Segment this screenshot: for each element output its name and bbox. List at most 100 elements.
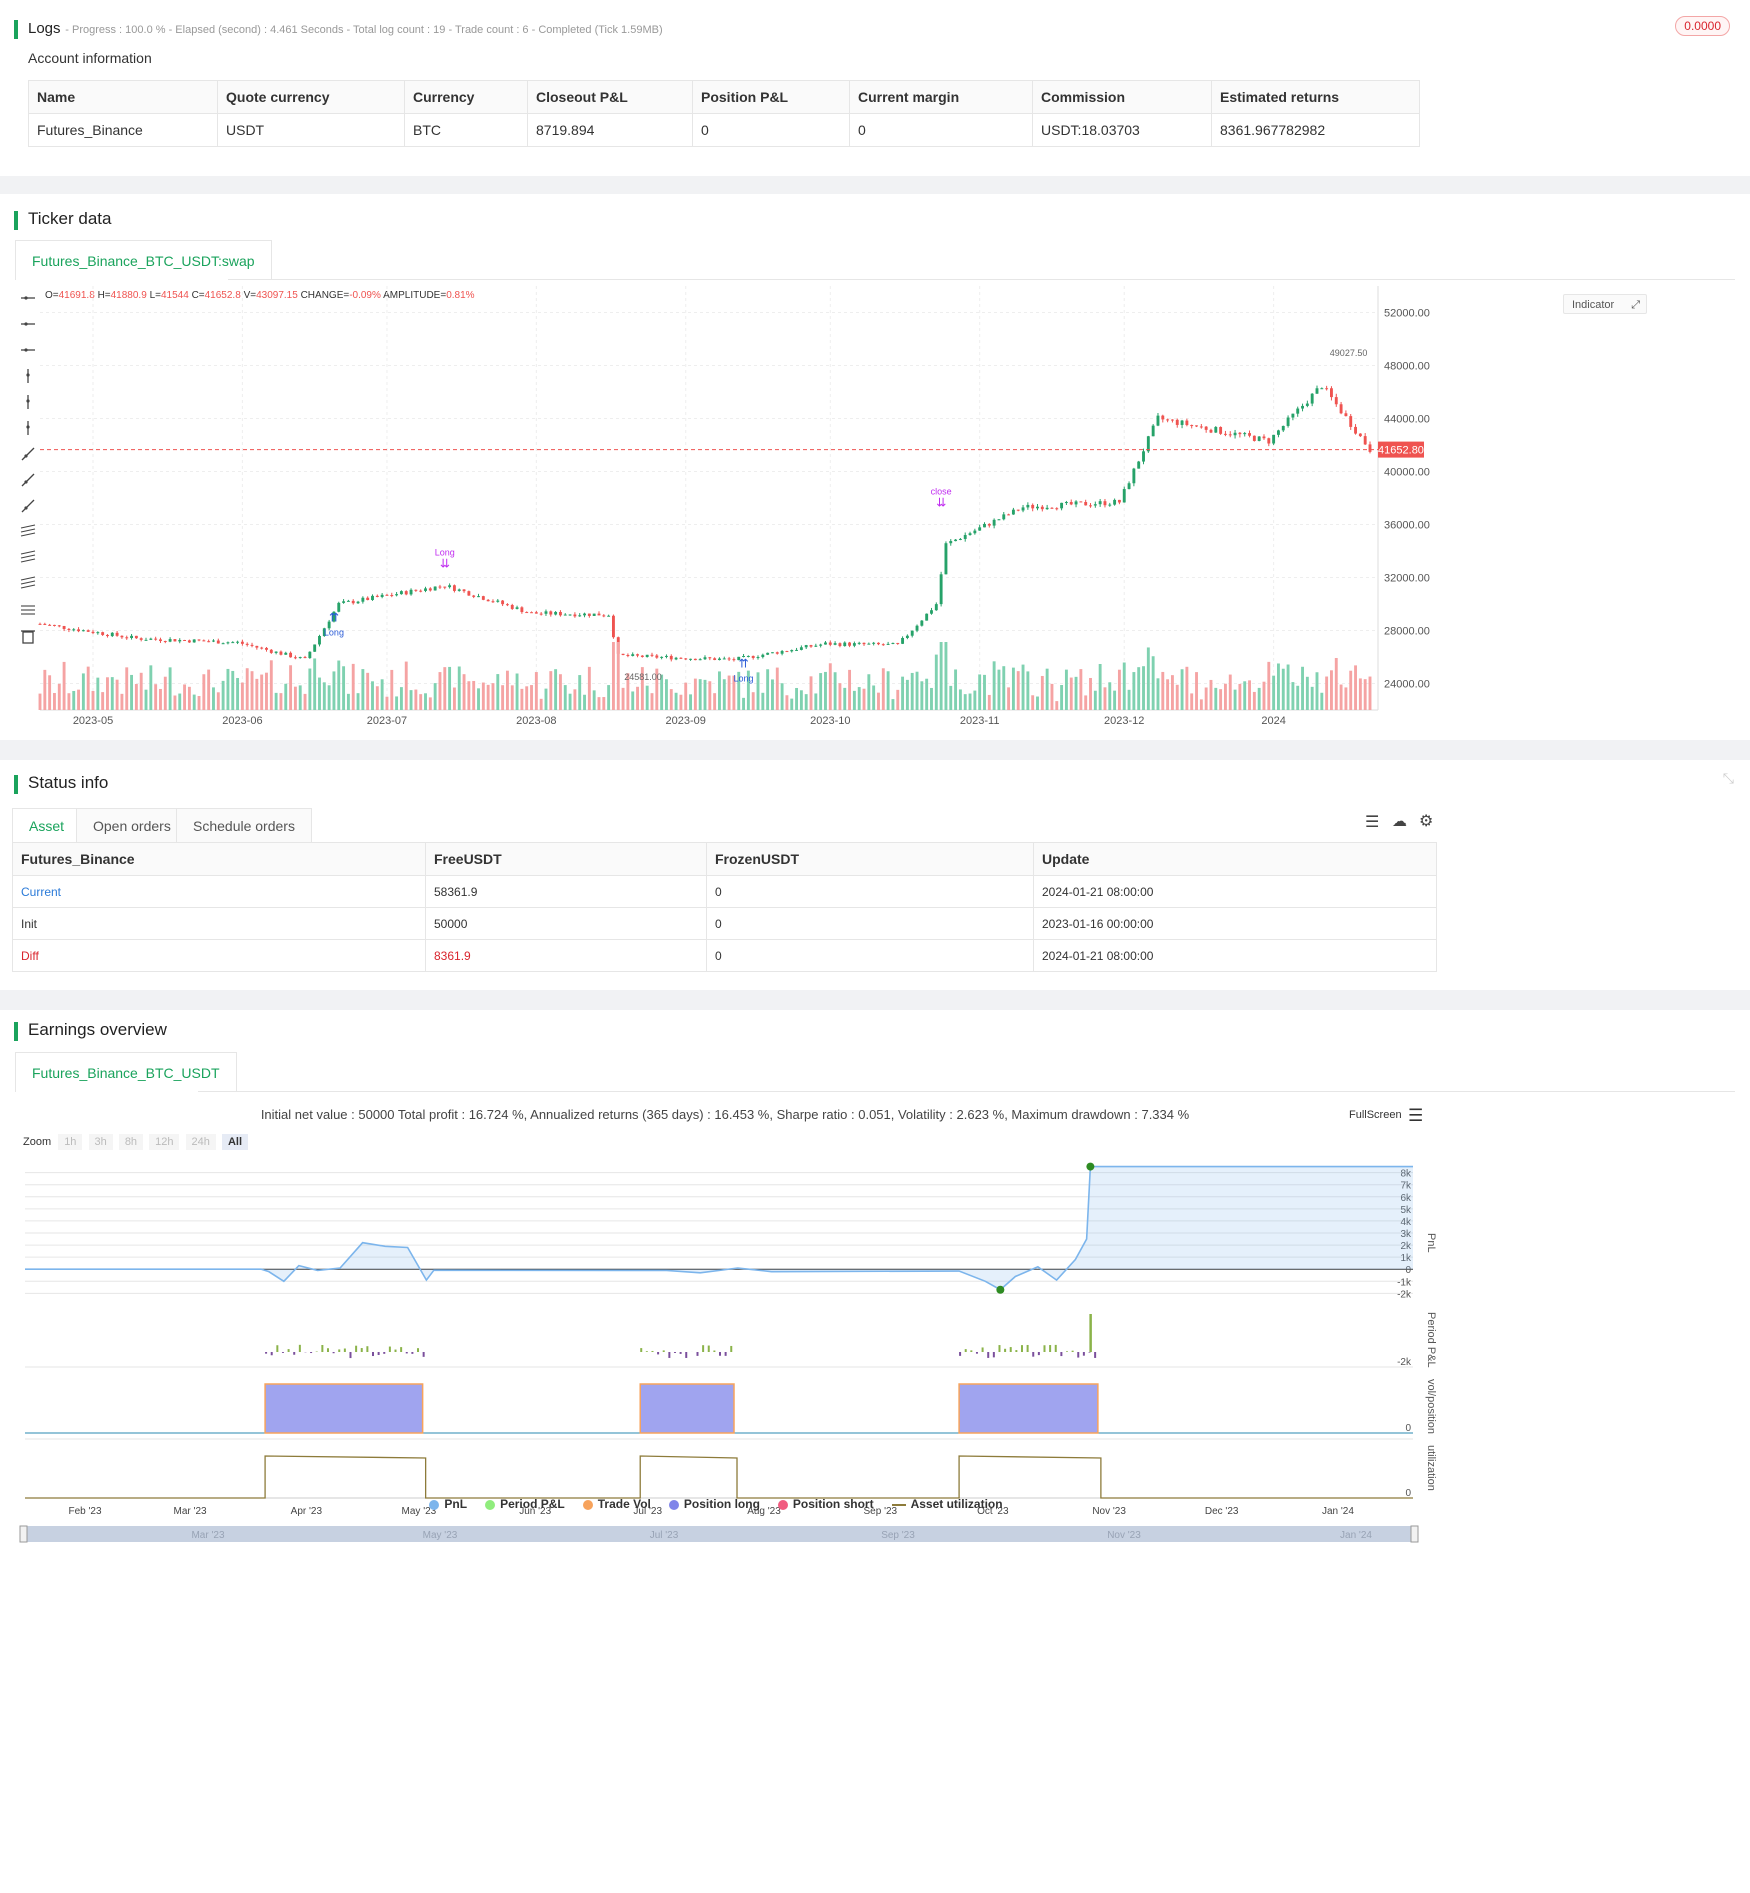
zoom-all[interactable]: All (221, 1134, 249, 1150)
volume-bar (722, 679, 726, 710)
volume-bar (1344, 687, 1348, 710)
navigator[interactable]: Mar '23 May '23 Jul '23 Sep '23 Nov '23 Jan '… (0, 1523, 1450, 1547)
volume-bar (1349, 670, 1353, 710)
row-init-frozen: 0 (706, 907, 1034, 940)
cell: BTC (404, 113, 528, 147)
volume-bar (862, 688, 866, 710)
legend-item[interactable]: Position short (777, 1497, 874, 1511)
period-bar (383, 1352, 386, 1354)
row-init-free: 50000 (425, 907, 707, 940)
candle-body (265, 647, 268, 650)
candle-body (983, 523, 986, 528)
indicator-button[interactable]: Indicator ⤢ (1563, 294, 1647, 314)
period-bar (696, 1352, 699, 1356)
legend-item[interactable]: Period P&L (485, 1497, 565, 1511)
delete-icon[interactable] (20, 628, 36, 644)
asset-table: Futures_Binance FreeUSDT FrozenUSDT Upda… (12, 842, 1437, 972)
candle-body (163, 641, 167, 643)
period-bar (372, 1352, 374, 1357)
fib-channel-icon[interactable] (20, 576, 36, 592)
fib-levels-icon[interactable] (20, 602, 36, 618)
volume-bar (77, 689, 80, 710)
tab-schedule-orders[interactable]: Schedule orders (176, 808, 312, 843)
legend-item[interactable]: Trade Vol (582, 1497, 651, 1511)
volume-bar (563, 685, 567, 710)
candle-body (1113, 499, 1117, 505)
tab-asset[interactable]: Asset (12, 808, 82, 843)
zoom-3h[interactable]: 3h (88, 1134, 113, 1150)
gear-icon[interactable]: ⚙ (1419, 813, 1434, 830)
y-tick-label: 52000.00 (1384, 308, 1430, 320)
volume-bar (1064, 669, 1068, 710)
volume-bar (1214, 687, 1218, 710)
volume-bar (558, 674, 562, 710)
volume-bar (43, 669, 47, 710)
row-init-update: 2023-01-16 00:00:00 (1033, 907, 1437, 940)
zoom-8h[interactable]: 8h (118, 1134, 144, 1150)
candle-body (221, 643, 225, 645)
candle-body (1276, 430, 1280, 435)
candle-body (438, 586, 442, 588)
volume-bar (1315, 672, 1319, 710)
tab-open-orders[interactable]: Open orders (76, 808, 188, 843)
pnl-area (25, 1166, 1413, 1290)
tab-earnings-symbol[interactable]: Futures_Binance_BTC_USDT (15, 1052, 237, 1092)
volume-bar (1079, 669, 1083, 710)
zoom-1h[interactable]: 1h (58, 1134, 83, 1150)
fullscreen-button[interactable]: FullScreen (1349, 1109, 1402, 1121)
candle-body (1252, 435, 1256, 441)
horizontal-line-icon[interactable] (20, 316, 36, 332)
cloud-download-icon[interactable]: ☁ (1392, 813, 1407, 830)
collapse-icon[interactable]: ⤡ (1722, 770, 1734, 786)
row-current-frozen: 0 (706, 875, 1034, 908)
navigator-tick-label: Jul '23 (650, 1530, 679, 1541)
volume-bar (86, 666, 90, 710)
legend-item[interactable]: Position long (668, 1497, 760, 1511)
candle-body (318, 635, 321, 645)
period-bar (310, 1352, 313, 1354)
list-icon[interactable]: ☰ (1365, 814, 1380, 831)
candle-body (337, 602, 341, 612)
period-bar (651, 1350, 654, 1352)
parallel-channel-icon[interactable] (20, 550, 36, 566)
candle-body (645, 654, 649, 657)
legend-item[interactable]: PnL (429, 1497, 467, 1511)
trend-line-icon[interactable] (20, 472, 36, 488)
volume-bar (163, 676, 167, 710)
candle-body (848, 642, 852, 646)
trend-segment-icon[interactable] (20, 498, 36, 514)
candlestick-chart[interactable]: 52000.00 48000.00 44000.00 40000.00 36000.00… (0, 280, 1750, 730)
tab-ticker-symbol[interactable]: Futures_Binance_BTC_USDT:swap (15, 240, 272, 280)
row-current-name[interactable]: Current (12, 875, 426, 908)
zoom-12h[interactable]: 12h (149, 1134, 180, 1150)
candle-body (1089, 505, 1092, 507)
price-label-icon-stroke (20, 524, 36, 529)
trend-ray-icon[interactable] (20, 446, 36, 462)
volume-bar (96, 677, 100, 710)
col-commission: Commission (1032, 80, 1212, 114)
candle-body (1175, 419, 1179, 425)
parallel-channel-icon-stroke (20, 558, 36, 563)
candle-body (1060, 502, 1064, 509)
menu-icon[interactable]: ☰ (1408, 1106, 1424, 1125)
vertical-segment-icon[interactable] (20, 420, 36, 436)
zoom-24h[interactable]: 24h (185, 1134, 216, 1150)
price-label-icon[interactable] (20, 524, 36, 540)
candle-body (968, 533, 972, 536)
candle-body (1243, 433, 1247, 435)
vertical-line-icon[interactable] (20, 394, 36, 410)
signal-arrow: ⇊ (936, 496, 946, 510)
candle-body (1223, 433, 1227, 435)
x-tick-label: Nov '23 (1092, 1506, 1126, 1517)
volume-bar (766, 669, 770, 710)
volume-bar (539, 698, 543, 710)
horizontal-ray-icon[interactable] (20, 290, 36, 306)
vertical-ray-icon[interactable] (20, 368, 36, 384)
candle-body (1195, 425, 1198, 427)
indicator-label: Indicator (1572, 299, 1615, 311)
period-bar (685, 1352, 688, 1358)
legend-item[interactable]: Asset utilization (891, 1497, 1003, 1511)
horizontal-segment-icon[interactable] (20, 342, 36, 358)
volume-bar (395, 696, 399, 710)
